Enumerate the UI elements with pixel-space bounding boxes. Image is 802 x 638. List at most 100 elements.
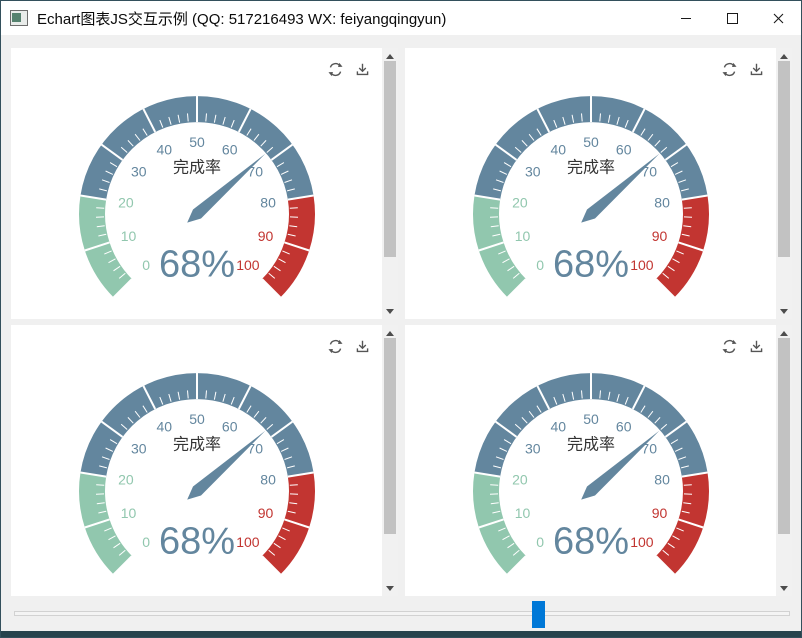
svg-text:20: 20 [118, 472, 134, 488]
svg-text:完成率: 完成率 [173, 436, 221, 454]
svg-text:0: 0 [536, 534, 544, 550]
vertical-scrollbar[interactable] [382, 325, 398, 596]
svg-text:80: 80 [260, 195, 276, 211]
triangle-up-icon [386, 53, 394, 59]
refresh-icon[interactable] [327, 61, 344, 78]
gauge-chart[interactable]: 0 10 20 30 40 50 60 70 80 90 100 完成率 68% [11, 48, 382, 319]
svg-text:30: 30 [131, 441, 147, 457]
svg-text:90: 90 [652, 228, 668, 244]
svg-text:50: 50 [189, 134, 205, 150]
slider-groove[interactable] [14, 611, 790, 616]
chart-toolbox [721, 61, 765, 78]
scrollbar-thumb[interactable] [384, 61, 396, 257]
scrollbar-thumb[interactable] [778, 338, 790, 534]
chart-toolbox [327, 338, 371, 355]
close-button[interactable] [755, 1, 801, 35]
triangle-up-icon [780, 330, 788, 336]
gauge-chart[interactable]: 0 10 20 30 40 50 60 70 80 90 100 完成率 68% [11, 325, 382, 596]
window-title: Echart图表JS交互示例 (QQ: 517216493 WX: feiyan… [37, 10, 447, 28]
gauge-panel-bottom-left: 0 10 20 30 40 50 60 70 80 90 100 完成率 68% [11, 325, 398, 596]
svg-text:80: 80 [654, 472, 670, 488]
svg-text:100: 100 [630, 257, 654, 273]
scrollbar-thumb[interactable] [384, 338, 396, 534]
vertical-scrollbar[interactable] [776, 325, 792, 596]
download-icon[interactable] [748, 61, 765, 78]
scroll-up-button[interactable] [776, 326, 792, 340]
caption-buttons [663, 1, 801, 35]
svg-text:50: 50 [583, 134, 599, 150]
triangle-down-icon [386, 308, 394, 314]
minimize-button[interactable] [663, 1, 709, 35]
gauge-chart[interactable]: 0 10 20 30 40 50 60 70 80 90 100 完成率 68% [405, 48, 776, 319]
triangle-down-icon [780, 308, 788, 314]
svg-text:30: 30 [131, 164, 147, 180]
refresh-icon[interactable] [327, 338, 344, 355]
svg-text:100: 100 [630, 534, 654, 550]
svg-text:50: 50 [189, 411, 205, 427]
svg-text:80: 80 [260, 472, 276, 488]
scroll-up-button[interactable] [382, 326, 398, 340]
svg-text:10: 10 [121, 228, 137, 244]
svg-text:0: 0 [142, 534, 150, 550]
refresh-icon[interactable] [721, 61, 738, 78]
svg-text:完成率: 完成率 [567, 159, 615, 177]
chart-toolbox [327, 61, 371, 78]
download-icon[interactable] [748, 338, 765, 355]
maximize-icon [726, 12, 738, 24]
scroll-down-button[interactable] [382, 304, 398, 318]
triangle-down-icon [780, 585, 788, 591]
svg-text:30: 30 [525, 441, 541, 457]
svg-text:40: 40 [551, 142, 567, 158]
svg-text:68%: 68% [159, 243, 235, 285]
download-icon[interactable] [354, 338, 371, 355]
svg-text:68%: 68% [159, 520, 235, 562]
taskbar-strip [1, 631, 801, 637]
gauge-panel-top-left: 0 10 20 30 40 50 60 70 80 90 100 完成率 68% [11, 48, 398, 319]
scroll-down-button[interactable] [776, 581, 792, 595]
triangle-down-icon [386, 585, 394, 591]
minimize-icon [681, 17, 691, 19]
close-icon [773, 13, 783, 23]
app-window-icon [10, 10, 28, 26]
refresh-icon[interactable] [721, 338, 738, 355]
svg-text:40: 40 [551, 419, 567, 435]
svg-text:10: 10 [515, 228, 531, 244]
gauge-panel-top-right: 0 10 20 30 40 50 60 70 80 90 100 完成率 68% [405, 48, 792, 319]
svg-text:20: 20 [512, 472, 528, 488]
svg-text:100: 100 [236, 534, 260, 550]
svg-text:10: 10 [515, 505, 531, 521]
scroll-down-button[interactable] [382, 581, 398, 595]
svg-text:90: 90 [258, 505, 274, 521]
gauge-panel-bottom-right: 0 10 20 30 40 50 60 70 80 90 100 完成率 68% [405, 325, 792, 596]
gauge-chart[interactable]: 0 10 20 30 40 50 60 70 80 90 100 完成率 68% [405, 325, 776, 596]
svg-text:60: 60 [222, 142, 238, 158]
download-icon[interactable] [354, 61, 371, 78]
svg-text:80: 80 [654, 195, 670, 211]
triangle-up-icon [386, 330, 394, 336]
scroll-up-button[interactable] [776, 49, 792, 63]
scroll-up-button[interactable] [382, 49, 398, 63]
svg-text:20: 20 [118, 195, 134, 211]
scroll-down-button[interactable] [776, 304, 792, 318]
scrollbar-thumb[interactable] [778, 61, 790, 257]
svg-text:10: 10 [121, 505, 137, 521]
svg-text:完成率: 完成率 [173, 159, 221, 177]
svg-text:20: 20 [512, 195, 528, 211]
svg-text:60: 60 [222, 419, 238, 435]
chart-toolbox [721, 338, 765, 355]
triangle-up-icon [780, 53, 788, 59]
svg-text:68%: 68% [553, 520, 629, 562]
vertical-scrollbar[interactable] [776, 48, 792, 319]
svg-text:0: 0 [142, 257, 150, 273]
svg-text:40: 40 [157, 142, 173, 158]
vertical-scrollbar[interactable] [382, 48, 398, 319]
svg-text:0: 0 [536, 257, 544, 273]
title-bar: Echart图表JS交互示例 (QQ: 517216493 WX: feiyan… [1, 1, 801, 35]
maximize-button[interactable] [709, 1, 755, 35]
svg-text:90: 90 [652, 505, 668, 521]
slider-handle[interactable] [532, 601, 545, 628]
svg-text:90: 90 [258, 228, 274, 244]
svg-text:68%: 68% [553, 243, 629, 285]
svg-text:30: 30 [525, 164, 541, 180]
